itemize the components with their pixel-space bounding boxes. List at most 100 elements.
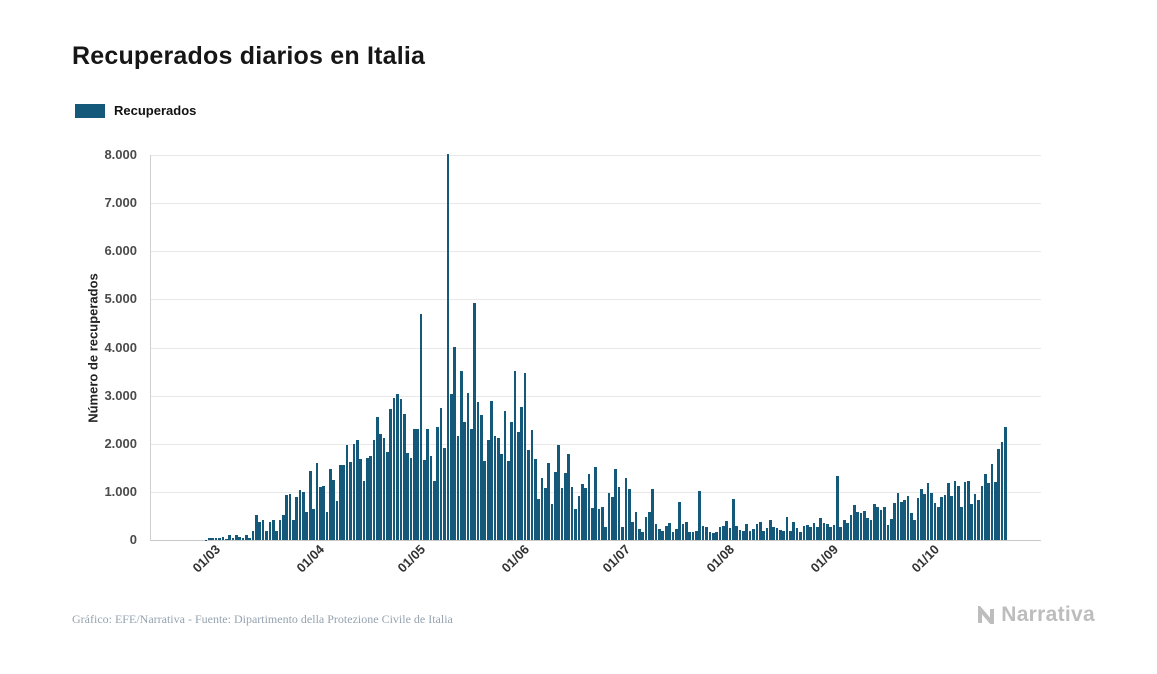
chart-bar	[946, 482, 950, 540]
y-tick-label: 2.000	[104, 435, 137, 451]
legend-swatch-icon	[75, 103, 105, 118]
chart-bar	[305, 511, 309, 540]
chart-bar	[839, 527, 843, 540]
chart-bar	[701, 526, 705, 540]
chart-bar	[386, 452, 389, 540]
y-gridline	[151, 443, 1041, 445]
chart-bar	[863, 510, 866, 540]
chart-bar	[604, 527, 608, 540]
chart-bar	[329, 468, 332, 540]
chart-bar	[500, 453, 503, 540]
chart-bar	[624, 477, 628, 540]
chart-bar	[698, 491, 702, 540]
chart-bar	[805, 525, 809, 540]
chart-bar	[547, 463, 550, 540]
chart-bar	[480, 414, 483, 540]
chart-bar	[977, 500, 980, 540]
y-tick-label: 4.000	[104, 339, 137, 355]
chart-bar	[224, 539, 228, 540]
chart-bar	[819, 518, 822, 540]
y-gridline	[151, 395, 1041, 397]
chart-bar	[265, 530, 268, 540]
chart-bar	[748, 530, 752, 540]
y-tick-label: 6.000	[104, 243, 137, 259]
chart-bar	[285, 494, 288, 540]
chart-bar	[218, 538, 221, 540]
chart-bar	[634, 512, 638, 540]
chart-bar	[869, 520, 873, 540]
chart-bar	[322, 486, 325, 540]
chart-bar	[930, 492, 933, 540]
chart-bar	[470, 429, 473, 540]
chart-bar	[762, 531, 765, 540]
chart-bar	[896, 493, 900, 540]
chart-bar	[852, 504, 856, 540]
chart-bar	[691, 532, 695, 540]
chart-bar	[980, 486, 984, 540]
chart-bar	[318, 486, 322, 540]
chart-bar	[345, 444, 349, 540]
chart-bar	[503, 411, 507, 540]
chart-bar	[856, 512, 859, 540]
chart-bar	[866, 518, 869, 540]
chart-bar	[812, 523, 816, 540]
x-tick-label: 01/06	[498, 541, 532, 576]
chart-bar	[695, 531, 698, 540]
chart-bar	[970, 504, 974, 540]
chart-bar	[1000, 441, 1004, 540]
y-tick-label: 8.000	[104, 147, 137, 162]
chart-bar	[842, 520, 846, 540]
chart-bar	[920, 489, 923, 540]
chart-bar	[732, 499, 735, 540]
chart-bar	[473, 303, 477, 540]
chart-bar	[513, 371, 517, 540]
chart-bar	[953, 481, 957, 540]
chart-bar	[654, 523, 658, 540]
chart-bar	[775, 527, 779, 540]
chart-bar	[997, 448, 1000, 540]
chart-bar	[752, 528, 755, 540]
chart-bar	[829, 527, 833, 540]
chart-bar	[406, 453, 409, 540]
chart-bar	[446, 154, 450, 540]
chart-bar	[641, 532, 644, 540]
chart-bar	[651, 489, 655, 540]
chart-bar	[312, 508, 315, 540]
chart-bar	[671, 531, 675, 540]
chart-bar	[617, 486, 621, 540]
chart-bar	[412, 428, 416, 540]
chart-bar	[832, 524, 836, 540]
y-gridline	[151, 347, 1041, 349]
chart-bar	[779, 530, 782, 540]
chart-bar	[292, 520, 295, 540]
chart-bar	[540, 477, 544, 540]
x-tick-label: 01/03	[189, 541, 223, 576]
chart-bar	[607, 493, 611, 540]
chart-bar	[899, 501, 903, 540]
chart-bar	[298, 490, 302, 540]
chart-bar	[815, 527, 819, 540]
chart-bar	[550, 504, 554, 540]
chart-bar	[584, 487, 587, 540]
chart-bar	[255, 514, 258, 540]
chart-bar	[211, 537, 215, 540]
chart-bar	[718, 526, 722, 540]
chart-bar	[678, 502, 681, 540]
chart-bar	[648, 512, 651, 540]
chart-bar	[933, 503, 937, 540]
chart-bar	[926, 483, 930, 540]
chart-bar	[507, 461, 510, 540]
chart-bar	[755, 523, 759, 540]
chart-bar	[369, 456, 372, 540]
chart-bar	[527, 449, 530, 540]
chart-bar	[745, 523, 749, 540]
chart-bar	[711, 532, 715, 540]
chart-bar	[913, 520, 917, 540]
y-tick-label: 0	[129, 532, 137, 547]
narrativa-logo-text: Narrativa	[1001, 603, 1095, 626]
x-tick-label: 01/09	[807, 541, 841, 576]
chart-bar	[846, 523, 849, 540]
x-tick-label: 01/04	[293, 541, 328, 576]
chart-bar	[950, 496, 953, 540]
chart-bar	[567, 454, 571, 540]
